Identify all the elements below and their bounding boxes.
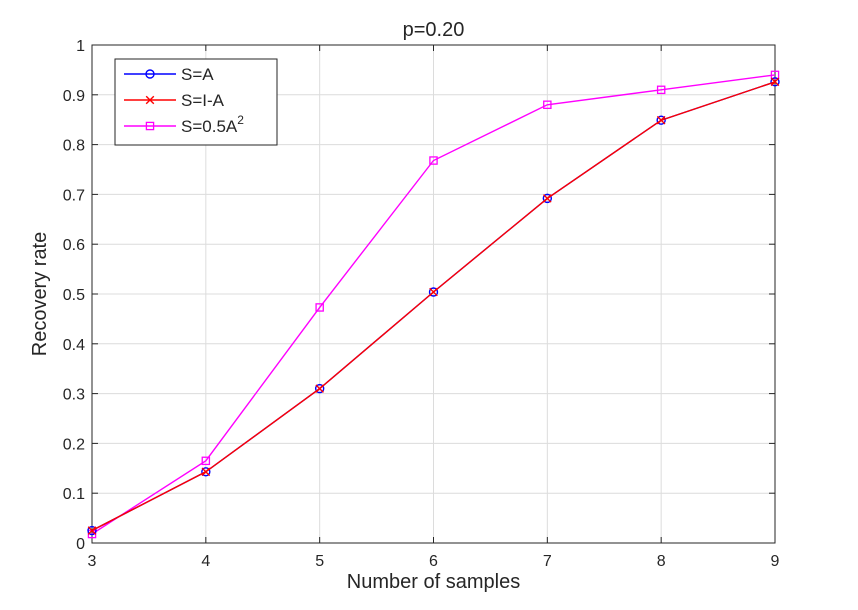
y-tick-label: 0.3 — [63, 387, 85, 404]
data-point-x — [543, 194, 552, 203]
x-tick-label: 6 — [429, 553, 438, 570]
legend-label: S=I-A — [181, 91, 225, 110]
y-tick-label: 1 — [76, 38, 85, 55]
y-tick-label: 0.6 — [63, 237, 85, 254]
legend-label: S=0.5A2 — [181, 113, 244, 136]
data-point-square — [315, 303, 324, 312]
data-point-circle — [656, 115, 666, 125]
y-tick-label: 0.5 — [63, 287, 85, 304]
series — [87, 70, 780, 539]
series-S=0.5A^2 — [87, 70, 780, 539]
legend-entry: S=A — [124, 65, 214, 84]
y-tick-label: 0.2 — [63, 436, 85, 453]
data-point-circle — [87, 525, 97, 536]
data-point-x — [87, 526, 97, 535]
data-point-x — [429, 287, 438, 297]
data-point-x — [656, 115, 666, 125]
y-tick-label: 0.8 — [63, 138, 85, 155]
y-tick-label: 0.1 — [63, 486, 85, 503]
data-point-square — [543, 100, 552, 110]
data-point-x — [770, 77, 780, 87]
legend-label-text: S=0.5A — [181, 117, 238, 136]
y-axis-label: Recovery rate — [29, 232, 51, 357]
x-tick-label: 9 — [771, 553, 780, 570]
axis-ticks: 3 4 5 6 7 8 9 0 0.1 0.2 0.3 0.4 0.5 0.6 0.7 0.8 0.9 1 — [63, 38, 780, 570]
data-point-circle — [428, 287, 439, 297]
legend: S=A S=I-A S=0.5A2 — [114, 58, 278, 146]
legend-label-text: S=I-A — [181, 91, 225, 110]
chart-title: p=0.20 — [403, 19, 465, 41]
data-point-x — [201, 467, 211, 477]
y-tick-label: 0.4 — [63, 337, 85, 354]
data-point-circle — [145, 69, 155, 79]
data-point-x — [145, 95, 155, 105]
series-line — [91, 74, 776, 535]
series-S=I-A — [87, 77, 780, 535]
y-tick-label: 0 — [76, 536, 85, 553]
x-axis-label: Number of samples — [347, 571, 520, 593]
data-point-circle — [201, 467, 211, 477]
data-point-circle — [770, 77, 780, 87]
x-tick-label: 3 — [88, 553, 97, 570]
legend-label: S=A — [181, 65, 214, 84]
y-tick-label: 0.7 — [63, 187, 85, 204]
data-point-square — [656, 85, 666, 95]
data-point-x — [315, 384, 324, 393]
legend-label-superscript: 2 — [237, 113, 244, 127]
data-point-square — [145, 121, 155, 131]
data-point-circle — [542, 193, 553, 204]
x-tick-label: 7 — [543, 553, 552, 570]
legend-entry: S=I-A — [124, 91, 225, 110]
data-point-square — [429, 156, 438, 165]
data-point-circle — [314, 383, 325, 394]
x-tick-label: 4 — [201, 553, 210, 570]
x-tick-label: 8 — [657, 553, 666, 570]
y-tick-label: 0.9 — [63, 88, 85, 105]
data-point-square — [201, 456, 211, 466]
legend-label-text: S=A — [181, 65, 214, 84]
legend-entry: S=0.5A2 — [124, 113, 244, 136]
x-tick-label: 5 — [315, 553, 324, 570]
